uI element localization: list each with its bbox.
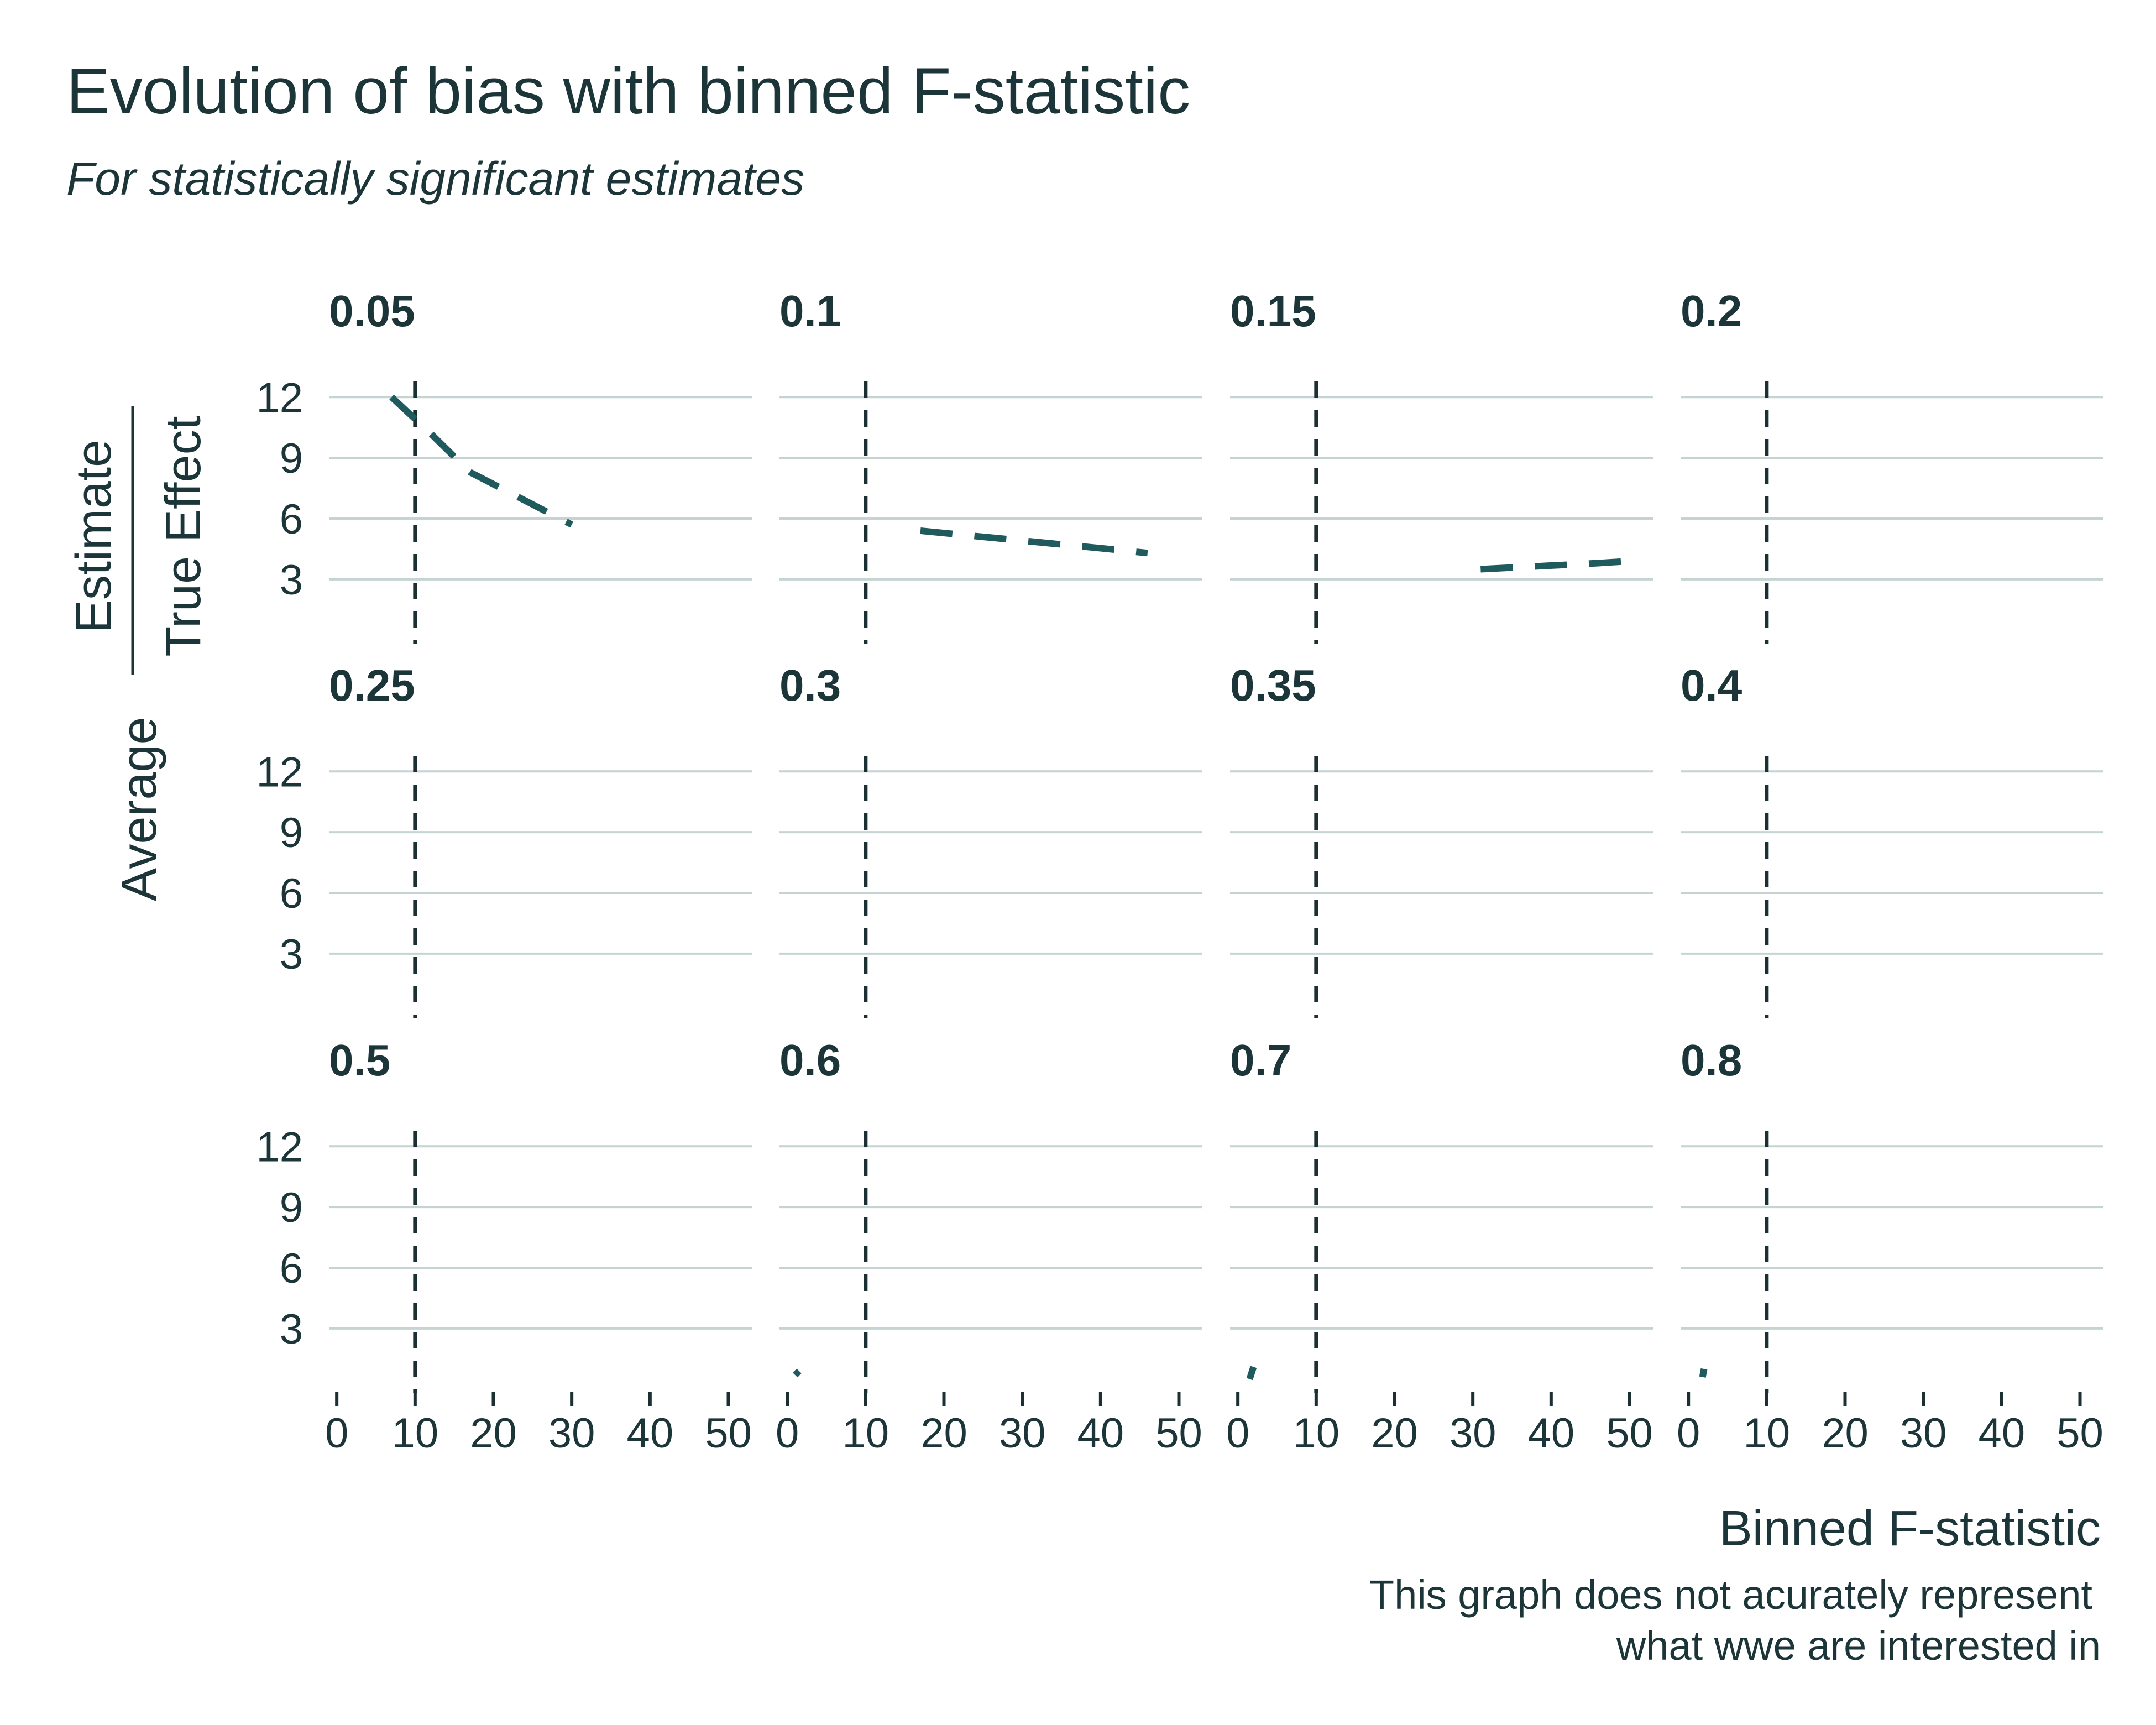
y-tick-label: 12 xyxy=(256,1123,303,1170)
y-axis-label: Average Estimate True Effect xyxy=(66,406,211,901)
x-tick-label: 30 xyxy=(1900,1410,1947,1457)
facet-label: 0.3 xyxy=(779,661,841,710)
y-tick-label: 9 xyxy=(280,1184,303,1231)
series-line xyxy=(389,394,573,528)
y-tick-label: 3 xyxy=(280,1306,303,1353)
x-tick-label: 30 xyxy=(548,1410,595,1457)
facet-label: 0.25 xyxy=(329,661,415,710)
facet-panel-0.6: 0.6 0 10 20 30 40 50 xyxy=(776,1036,1202,1457)
facet-label: 0.8 xyxy=(1681,1036,1742,1085)
facet-panel-0.4: 0.4 xyxy=(1681,661,2103,1018)
x-tick-label: 20 xyxy=(1371,1410,1418,1457)
facet-panels: 0.05 3 6 9 12 0.1 0.15 0.2 0.25 3 6 9 12 0.3 0.35 0.4 0.… xyxy=(256,286,2103,1457)
x-tick-label: 30 xyxy=(1449,1410,1496,1457)
x-tick-label: 50 xyxy=(1606,1410,1653,1457)
y-axis-label-numerator: Estimate xyxy=(66,440,122,633)
x-tick-label: 10 xyxy=(1293,1410,1340,1457)
y-tick-label: 3 xyxy=(280,931,303,978)
x-tick-label: 40 xyxy=(1528,1410,1575,1457)
facet-panel-0.5: 0.5 3 6 9 12 0 10 20 30 40 50 xyxy=(256,1036,752,1457)
facet-panel-0.1: 0.1 xyxy=(779,286,1202,644)
facet-panel-0.8: 0.8 0 10 20 30 40 50 xyxy=(1677,1036,2103,1457)
y-axis-label-denominator: True Effect xyxy=(156,416,211,656)
y-tick-label: 6 xyxy=(280,1245,303,1292)
x-tick-label: 40 xyxy=(1077,1410,1124,1457)
facet-label: 0.7 xyxy=(1230,1036,1291,1085)
x-tick-label: 50 xyxy=(1155,1410,1202,1457)
facet-panel-0.7: 0.7 0 10 20 30 40 50 xyxy=(1226,1036,1653,1457)
x-tick-label: 10 xyxy=(392,1410,439,1457)
facet-label: 0.5 xyxy=(329,1036,390,1085)
facet-label: 0.2 xyxy=(1681,286,1742,336)
facet-panel-0.35: 0.35 xyxy=(1230,661,1653,1018)
x-tick-label: 10 xyxy=(842,1410,889,1457)
caption-line-2: what wwe are interested in xyxy=(1616,1623,2101,1669)
chart-subtitle: For statistically significant estimates xyxy=(66,153,804,205)
x-tick-label: 20 xyxy=(470,1410,517,1457)
x-tick-label: 0 xyxy=(776,1410,799,1457)
y-tick-label: 12 xyxy=(256,374,303,421)
x-axis-label: Binned F-statistic xyxy=(1719,1501,2101,1556)
y-tick-label: 6 xyxy=(280,870,303,917)
y-tick-label: 12 xyxy=(256,749,303,796)
y-tick-label: 3 xyxy=(280,557,303,604)
facet-label: 0.05 xyxy=(329,286,415,336)
y-tick-label: 9 xyxy=(280,435,303,482)
series-line xyxy=(1699,1368,1708,1378)
x-tick-label: 50 xyxy=(705,1410,752,1457)
facet-label: 0.6 xyxy=(779,1036,841,1085)
facet-panel-0.05: 0.05 3 6 9 12 xyxy=(256,286,752,644)
facet-panel-0.25: 0.25 3 6 9 12 xyxy=(256,661,752,1018)
x-tick-label: 40 xyxy=(1979,1410,2026,1457)
facet-label: 0.1 xyxy=(779,286,841,336)
x-tick-label: 0 xyxy=(325,1410,348,1457)
x-tick-label: 30 xyxy=(999,1410,1046,1457)
facet-panel-0.3: 0.3 xyxy=(779,661,1202,1018)
y-tick-label: 9 xyxy=(280,809,303,856)
x-tick-label: 50 xyxy=(2056,1410,2103,1457)
series-line xyxy=(1246,1366,1257,1381)
x-tick-label: 10 xyxy=(1744,1410,1791,1457)
y-tick-label: 6 xyxy=(280,496,303,543)
series-line xyxy=(920,527,1148,557)
x-tick-label: 0 xyxy=(1677,1410,1700,1457)
series-line xyxy=(793,1368,802,1378)
facet-label: 0.35 xyxy=(1230,661,1316,710)
facet-label: 0.4 xyxy=(1681,661,1742,710)
x-tick-label: 0 xyxy=(1226,1410,1249,1457)
facet-panel-0.2: 0.2 xyxy=(1681,286,2103,644)
series-line xyxy=(1480,557,1630,573)
x-tick-label: 20 xyxy=(920,1410,967,1457)
caption-line-1: This graph does not acurately represent xyxy=(1369,1572,2093,1618)
x-tick-label: 20 xyxy=(1822,1410,1869,1457)
x-tick-label: 40 xyxy=(627,1410,674,1457)
chart-title: Evolution of bias with binned F-statisti… xyxy=(66,55,1190,128)
y-axis-label-prefix: Average xyxy=(112,717,167,901)
facet-panel-0.15: 0.15 xyxy=(1230,286,1653,644)
facet-label: 0.15 xyxy=(1230,286,1316,336)
